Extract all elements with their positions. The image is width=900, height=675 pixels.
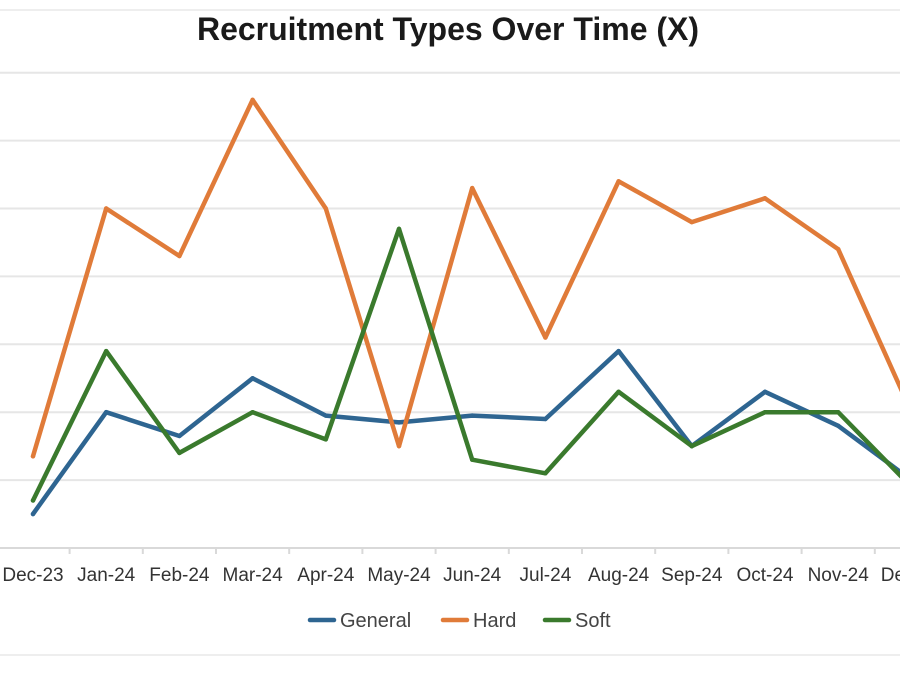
x-tick-label: Oct-24	[736, 565, 793, 586]
x-tick-label: Mar-24	[223, 565, 284, 586]
data-point-hard	[323, 206, 328, 211]
data-point-general	[250, 376, 255, 381]
x-tick-label: Jun-24	[443, 565, 502, 586]
data-point-hard	[762, 196, 768, 201]
series-lines	[30, 97, 900, 517]
data-point-general	[470, 413, 475, 418]
chart-title: Recruitment Types Over Time (X)	[197, 11, 699, 47]
x-tick-label: Feb-24	[149, 565, 210, 586]
legend: General Hard Soft	[307, 610, 611, 632]
x-tick-label: Sep-24	[661, 565, 723, 586]
data-point-hard	[836, 247, 841, 252]
x-tick-label: Nov-24	[808, 565, 870, 586]
data-point-hard	[470, 185, 475, 191]
data-point-soft	[762, 410, 768, 415]
x-tick-label: Jul-24	[520, 565, 572, 586]
x-tick-label: Aug-24	[588, 565, 650, 586]
data-point-general	[836, 423, 841, 428]
data-point-general	[762, 389, 768, 395]
legend-label-soft: Soft	[575, 610, 611, 632]
data-point-hard	[177, 253, 182, 259]
data-point-soft	[323, 437, 328, 442]
legend-label-general: General	[340, 610, 411, 632]
data-point-soft	[836, 410, 841, 415]
x-tick-label: May-24	[367, 565, 431, 586]
x-tick-label: Apr-24	[297, 565, 354, 586]
data-point-general	[30, 511, 36, 517]
data-point-hard	[689, 219, 694, 225]
data-point-soft	[470, 457, 475, 462]
data-point-hard	[616, 179, 621, 184]
data-point-general	[323, 413, 328, 418]
data-point-soft	[250, 410, 255, 415]
data-point-hard	[104, 206, 109, 211]
data-point-general	[104, 410, 109, 415]
data-point-general	[616, 348, 621, 354]
data-point-soft	[689, 443, 694, 449]
data-point-general	[543, 416, 548, 422]
x-tick-label: Dec-23	[2, 565, 63, 586]
data-point-soft	[177, 450, 182, 456]
x-tick-label: Jan-24	[77, 565, 136, 586]
data-point-general	[396, 420, 402, 425]
data-point-hard	[250, 97, 255, 103]
data-point-hard	[543, 335, 548, 340]
data-point-soft	[543, 471, 548, 476]
data-point-soft	[104, 348, 109, 354]
x-tick-label: Dec-24	[881, 565, 900, 586]
data-point-soft	[616, 389, 621, 395]
legend-label-hard: Hard	[473, 610, 516, 632]
data-point-soft	[396, 226, 402, 232]
data-point-hard	[30, 454, 36, 459]
data-point-general	[177, 433, 182, 439]
data-point-soft	[30, 498, 36, 503]
data-point-hard	[396, 443, 402, 449]
x-axis: Dec-23 Jan-24 Feb-24 Mar-24 Apr-24 May-24 Jun-…	[0, 547, 900, 586]
